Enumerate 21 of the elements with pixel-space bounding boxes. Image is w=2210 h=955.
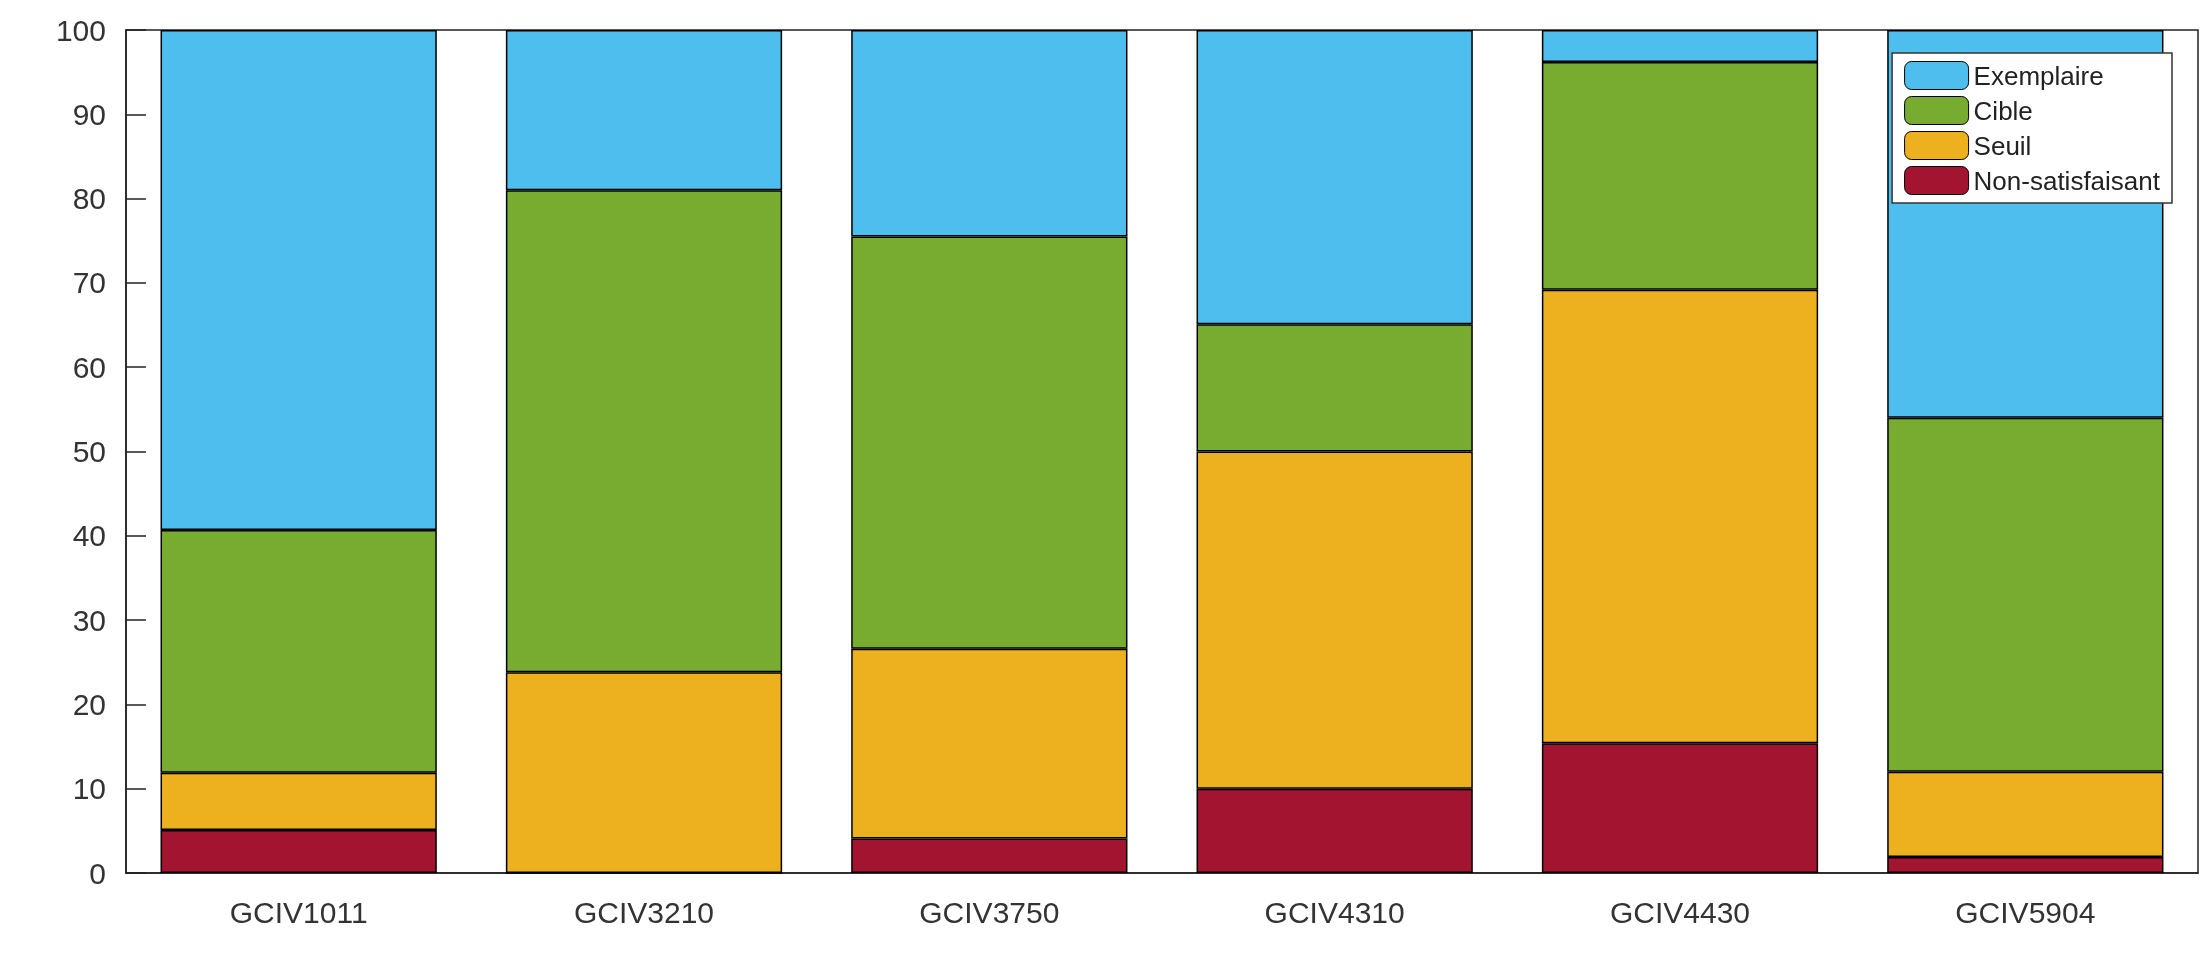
x-tick-label: GCIV1011	[229, 895, 368, 929]
y-tick-label: 80	[72, 182, 106, 216]
y-tick-label: 50	[72, 435, 106, 468]
legend-label: Cible	[1973, 95, 2033, 126]
y-tick-label: 90	[72, 97, 106, 131]
y-tick-label: 0	[89, 856, 106, 890]
legend-label: Exemplaire	[1973, 60, 2104, 91]
y-tick-label: 20	[72, 687, 106, 721]
y-tick-label: 10	[72, 772, 106, 806]
legend-label: Seuil	[1973, 130, 2032, 161]
y-tick-label: 30	[72, 603, 106, 637]
x-tick-label: GCIV3210	[573, 895, 715, 929]
x-tick-label: GCIV5904	[1955, 895, 2096, 929]
y-tick-label: 40	[72, 519, 106, 553]
x-tick-label: GCIV4310	[1264, 895, 1405, 929]
x-tick-label: GCIV4430	[1609, 895, 1751, 929]
legend-label: Non-satisfaisant	[1973, 165, 2161, 196]
y-tick-label: 60	[72, 350, 106, 384]
x-tick-label: GCIV3750	[919, 895, 1060, 929]
y-tick-label: 70	[72, 266, 106, 300]
y-tick-label: 100	[55, 13, 106, 47]
